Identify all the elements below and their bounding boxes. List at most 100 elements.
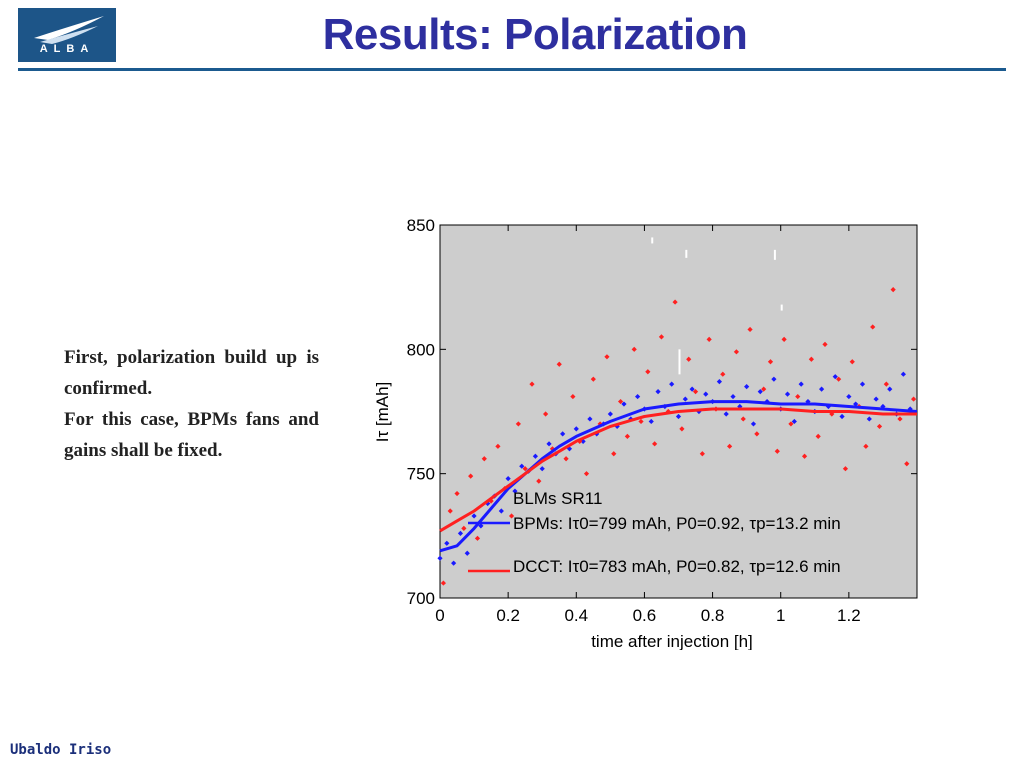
x-tick-label: 1.2: [837, 606, 861, 625]
x-tick-label: 1: [776, 606, 785, 625]
x-tick-label: 0: [435, 606, 444, 625]
y-axis-label: Iτ [mAh]: [373, 382, 392, 443]
plot-streak: [685, 249, 688, 258]
slide-title: Results: Polarization: [322, 10, 748, 59]
data-point-bpms: [512, 488, 518, 494]
data-point-bpms: [853, 401, 859, 407]
data-point-dcct: [883, 381, 889, 387]
data-point-bpms: [757, 389, 763, 395]
legend-dcct-label: DCCT: Iτ0=783 mAh, P0=0.82, τp=12.6 min: [513, 557, 841, 576]
data-point-dcct: [706, 336, 712, 342]
data-point-bpms: [478, 523, 484, 529]
data-point-dcct: [508, 513, 515, 519]
plot-streak: [678, 349, 681, 375]
data-point-dcct: [910, 396, 917, 402]
data-point-dcct: [692, 389, 699, 395]
polarization-chart: 0 0.2 0.4 0.6 0.8 1 1.2 700 750 800 850 BLMs SR11…: [373, 216, 918, 650]
data-point-bpms: [771, 376, 777, 382]
x-tick-label: 0.2: [496, 606, 520, 625]
legend-bpm-label: BPMs: Iτ0=799 mAh, P0=0.92, τp=13.2 min: [513, 514, 841, 533]
data-point-bpms: [451, 560, 457, 566]
y-tick-label: 750: [407, 465, 435, 484]
data-point-bpms: [669, 381, 675, 387]
data-point-bpms: [560, 431, 566, 437]
y-axis-ticks: 700 750 800 850: [407, 216, 917, 608]
data-point-dcct: [624, 433, 630, 439]
footer-author: Ubaldo Iriso: [10, 742, 112, 758]
legend-title: BLMs SR11: [513, 489, 602, 508]
title-underline: [18, 68, 1006, 71]
data-point-bpms: [546, 441, 552, 447]
data-point-bpms: [791, 418, 797, 425]
data-point-bpms: [471, 513, 477, 519]
data-point-dcct: [658, 334, 665, 340]
data-point-dcct: [720, 371, 726, 377]
x-tick-label: 0.8: [701, 606, 725, 625]
data-point-dcct: [849, 359, 855, 365]
data-point-bpms: [887, 386, 893, 392]
fit-line-dcct: [439, 407, 917, 533]
y-tick-label: 700: [407, 589, 435, 608]
x-axis-label: time after injection [h]: [591, 632, 753, 650]
data-point-dcct: [727, 443, 733, 449]
data-point-bpms: [737, 403, 743, 410]
data-point-dcct: [447, 508, 453, 514]
data-point-dcct: [761, 386, 767, 392]
data-point-dcct: [638, 418, 644, 425]
data-point-dcct: [801, 453, 808, 459]
data-point-dcct: [754, 431, 760, 437]
data-point-bpms: [437, 555, 443, 561]
data-point-bpms: [819, 386, 825, 392]
x-axis-ticks: 0 0.2 0.4 0.6 0.8 1 1.2: [435, 225, 861, 625]
x-tick-label: 0.4: [564, 606, 588, 625]
legend: BLMs SR11 BPMs: Iτ0=799 mAh, P0=0.92, τp…: [468, 489, 841, 576]
data-point-dcct: [699, 451, 705, 457]
alba-swoosh-icon: [34, 16, 104, 44]
body-paragraph-2: For this case, BPMs fans and gains shall…: [64, 409, 319, 461]
data-point-dcct: [474, 535, 481, 541]
data-point-bpms: [464, 550, 470, 556]
data-point-bpms: [675, 413, 682, 420]
data-point-bpms: [703, 391, 709, 397]
data-point-dcct: [461, 525, 467, 531]
body-paragraph-1: First, polarization build up is confirme…: [64, 347, 319, 399]
data-point-dcct: [590, 376, 596, 382]
data-point-dcct: [440, 580, 447, 586]
y-tick-label: 800: [407, 340, 435, 359]
data-point-dcct: [781, 336, 787, 342]
data-point-bpms: [689, 386, 695, 392]
data-point-dcct: [808, 356, 814, 362]
data-point-bpms: [832, 374, 838, 380]
data-point-bpms: [744, 384, 750, 390]
data-point-bpms: [798, 381, 804, 387]
x-tick-label: 0.6: [633, 606, 657, 625]
plot-streak: [780, 304, 783, 311]
y-tick-label: 850: [407, 216, 435, 235]
plot-streak: [773, 249, 776, 260]
data-point-bpms: [635, 393, 641, 400]
data-point-dcct: [733, 349, 740, 355]
data-point-dcct: [522, 466, 528, 472]
plot-streak: [651, 237, 654, 244]
logo-text: ALBA: [39, 43, 95, 55]
data-point-dcct: [747, 326, 753, 333]
data-point-dcct: [836, 376, 842, 382]
data-point-dcct: [454, 490, 460, 497]
data-point-dcct: [686, 356, 692, 362]
data-point-dcct: [863, 443, 869, 449]
alba-logo: ALBA: [18, 8, 116, 62]
data-point-bpms: [900, 371, 906, 377]
data-point-dcct: [652, 441, 658, 447]
data-point-dcct: [822, 341, 828, 347]
data-point-bpms: [846, 393, 852, 400]
fit-line-bpms: [439, 400, 918, 553]
data-point-dcct: [672, 299, 678, 305]
plot-streaks: [651, 237, 783, 375]
data-point-bpms: [648, 418, 654, 425]
data-point-bpms: [444, 540, 450, 546]
data-point-bpms: [716, 379, 722, 385]
data-point-bpms: [859, 381, 866, 387]
data-point-bpms: [839, 413, 845, 420]
body-text: First, polarization build up is confirme…: [64, 342, 319, 466]
data-point-dcct: [679, 426, 685, 432]
